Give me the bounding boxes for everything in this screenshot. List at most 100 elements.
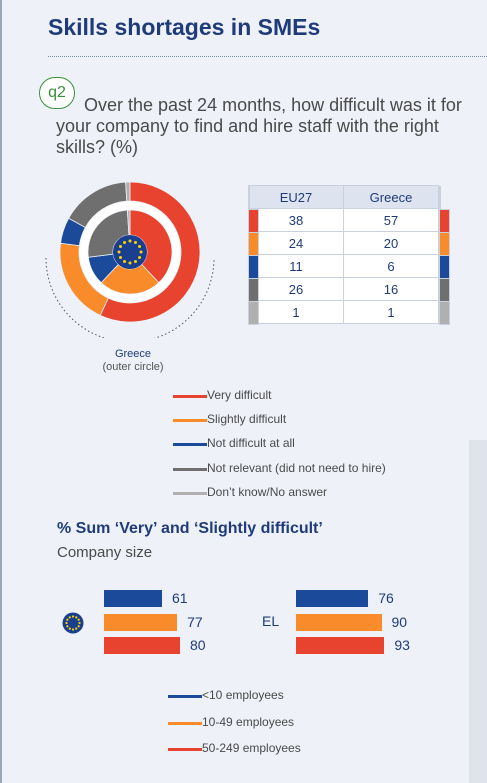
legend-label: 50-249 employees [202,741,301,755]
row-color-slightly [439,231,450,256]
donut-chart [45,181,215,338]
eu-star [117,250,121,254]
cell-greece-not-difficult: 6 [343,254,439,278]
eu27-bar-label-2: 80 [190,637,206,653]
row-color-not-difficult [248,254,259,279]
eu27-bar-label-1: 77 [187,613,203,630]
eu-star [75,616,78,619]
right-edge-panel [469,440,487,783]
el-bar-label-1: 90 [391,613,408,630]
eu-star [78,621,81,625]
page-title: Skills shortages in SMEs [48,14,321,40]
row-color-very [248,208,259,233]
eu-star [139,250,143,254]
legend-label: Not difficult at all [207,436,295,451]
legend-label: <10 employees [202,688,284,702]
eu-star [128,261,132,265]
eu-star [71,615,75,618]
row-color-slightly [248,231,259,256]
row-color-very [439,208,450,233]
legend-label: Slightly difficult [207,412,287,427]
table-row: 24 20 [248,231,450,256]
greece-slice-0 [99,181,201,323]
table-header-eu27: EU27 [248,185,344,209]
greece-slice-4 [125,181,131,202]
eu-star [77,625,80,628]
eu27-bar-1 [104,613,178,631]
cell-greece-very: 57 [343,208,439,232]
el-bar-0 [296,590,369,607]
eu27-bar-2 [104,637,180,654]
cell-eu27-very: 38 [248,208,344,232]
legend-swatch-not-relevant [173,467,207,471]
legend-label: Not relevant (did not need to hire) [207,460,386,475]
legend-swatch-micro [168,695,202,698]
left-edge-rule [0,0,2,783]
eu-flag-icon [62,612,84,634]
table-row: 26 16 [248,277,450,302]
table-header-greece: Greece [343,185,439,209]
donut-caption: Greece [114,348,152,360]
eu-star [75,627,78,630]
eu-star [138,256,142,259]
eu-star [66,618,69,621]
row-color-dont-know [439,300,450,325]
eu-star [77,618,80,621]
legend-label: Very difficult [207,388,272,402]
legend-swatch-small [168,721,202,725]
size-chart-caption: Company size [57,544,153,561]
eu-star [138,245,142,248]
el-bar-label-2: 93 [394,637,410,653]
values-table: EU27 Greece 38 57 24 20 11 6 26 16 1 1 [248,185,450,325]
row-color-not-difficult [439,254,450,279]
table-row: 38 57 [248,208,450,233]
cell-eu27-not-relevant: 26 [248,277,344,301]
legend-swatch-dont-know [173,491,207,495]
legend-swatch-very [173,395,207,398]
eu-star [134,260,137,264]
cell-eu27-not-difficult: 11 [248,254,344,278]
eu-star [118,245,122,248]
question-badge: q2 [39,77,75,109]
table-row: 1 1 [248,300,450,325]
table-row: 11 6 [248,254,450,279]
eu-star [123,260,126,264]
eu-flag-icon [113,235,147,269]
legend-label: Don’t know/No answer [207,484,328,499]
title-divider [48,56,487,57]
eu27-bar-0 [104,590,162,607]
cell-eu27-dont-know: 1 [248,300,344,324]
table-header-row: EU27 Greece [248,185,441,210]
eu-star [65,621,68,625]
donut-subcaption: (outer circle) [102,361,164,373]
cell-eu27-slightly: 24 [248,231,344,255]
eu-star [128,239,132,243]
eu-star [134,240,137,244]
cell-greece-dont-know: 1 [343,300,439,324]
el-bar-1 [296,613,382,631]
eu-star [123,240,126,244]
row-color-dont-know [248,300,259,325]
eu-star [71,628,75,631]
question-text: Over the past 24 months, how difficult w… [56,95,462,157]
size-chart-title: % Sum ‘Very’ and ‘Slightly difficult’ [57,520,323,537]
legend-label: 10-49 employees [202,714,295,729]
legend-swatch-slightly [173,419,207,423]
cell-greece-not-relevant: 16 [343,277,439,301]
decorative-dotted-arc [45,257,215,338]
eu-star [68,627,71,630]
eu-star [66,625,69,628]
eu-star [68,616,71,619]
el-bar-label-0: 76 [378,590,394,606]
el-label: EL [262,613,280,629]
table-corner [439,185,441,210]
row-color-not-relevant [439,277,450,302]
eu-star [118,256,122,259]
el-bar-2 [296,637,385,654]
eu27-bar-label-0: 61 [171,590,188,606]
row-color-not-relevant [248,277,259,302]
table-corner [248,185,250,210]
legend-swatch-medium [168,748,202,751]
cell-greece-slightly: 20 [343,231,439,255]
